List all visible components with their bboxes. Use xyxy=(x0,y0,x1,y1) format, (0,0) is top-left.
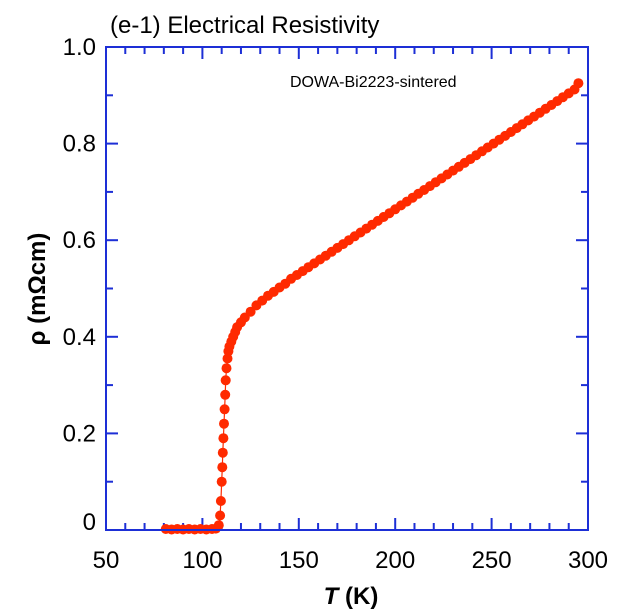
data-point xyxy=(220,389,231,400)
data-point xyxy=(216,476,227,487)
x-axis-unit: (K) xyxy=(338,583,378,610)
data-point xyxy=(220,375,231,386)
x-axis-symbol: T xyxy=(324,583,341,610)
x-axis-label: T (K) xyxy=(324,583,379,610)
plot-frame xyxy=(105,46,589,531)
x-tick-label: 50 xyxy=(93,547,120,574)
chart-annotation: DOWA-Bi2223-sintered xyxy=(290,74,457,91)
data-point xyxy=(213,520,224,531)
y-tick-label: 0.8 xyxy=(63,131,96,158)
series-line xyxy=(165,82,579,531)
data-point xyxy=(219,404,230,415)
data-point xyxy=(221,363,232,374)
y-tick-label: 0 xyxy=(83,509,96,536)
ticks-layer xyxy=(105,46,589,531)
x-tick-labels: 50 100 150 200 250 300 xyxy=(93,547,608,574)
y-tick-labels: 0 0.2 0.4 0.6 0.8 1.0 xyxy=(63,34,96,536)
x-tick-label: 250 xyxy=(472,547,512,574)
y-tick-label: 0.2 xyxy=(63,420,96,447)
y-axis-label: ρ (mΩcm) xyxy=(24,233,51,346)
data-point xyxy=(217,462,228,473)
y-tick-label: 0.4 xyxy=(63,324,96,351)
series-layer xyxy=(160,78,584,535)
data-point xyxy=(218,433,229,444)
data-point xyxy=(245,306,256,317)
y-tick-label: 0.6 xyxy=(63,227,96,254)
chart-title: (e-1) Electrical Resistivity xyxy=(110,12,379,39)
data-point xyxy=(219,418,229,429)
data-point xyxy=(215,496,226,506)
y-tick-label: 1.0 xyxy=(63,34,96,61)
data-point xyxy=(573,78,584,89)
x-tick-label: 300 xyxy=(568,547,608,574)
x-tick-label: 150 xyxy=(279,547,319,574)
x-tick-label: 100 xyxy=(182,547,222,574)
data-point xyxy=(215,510,226,521)
data-point xyxy=(217,447,228,458)
x-tick-label: 200 xyxy=(375,547,415,574)
